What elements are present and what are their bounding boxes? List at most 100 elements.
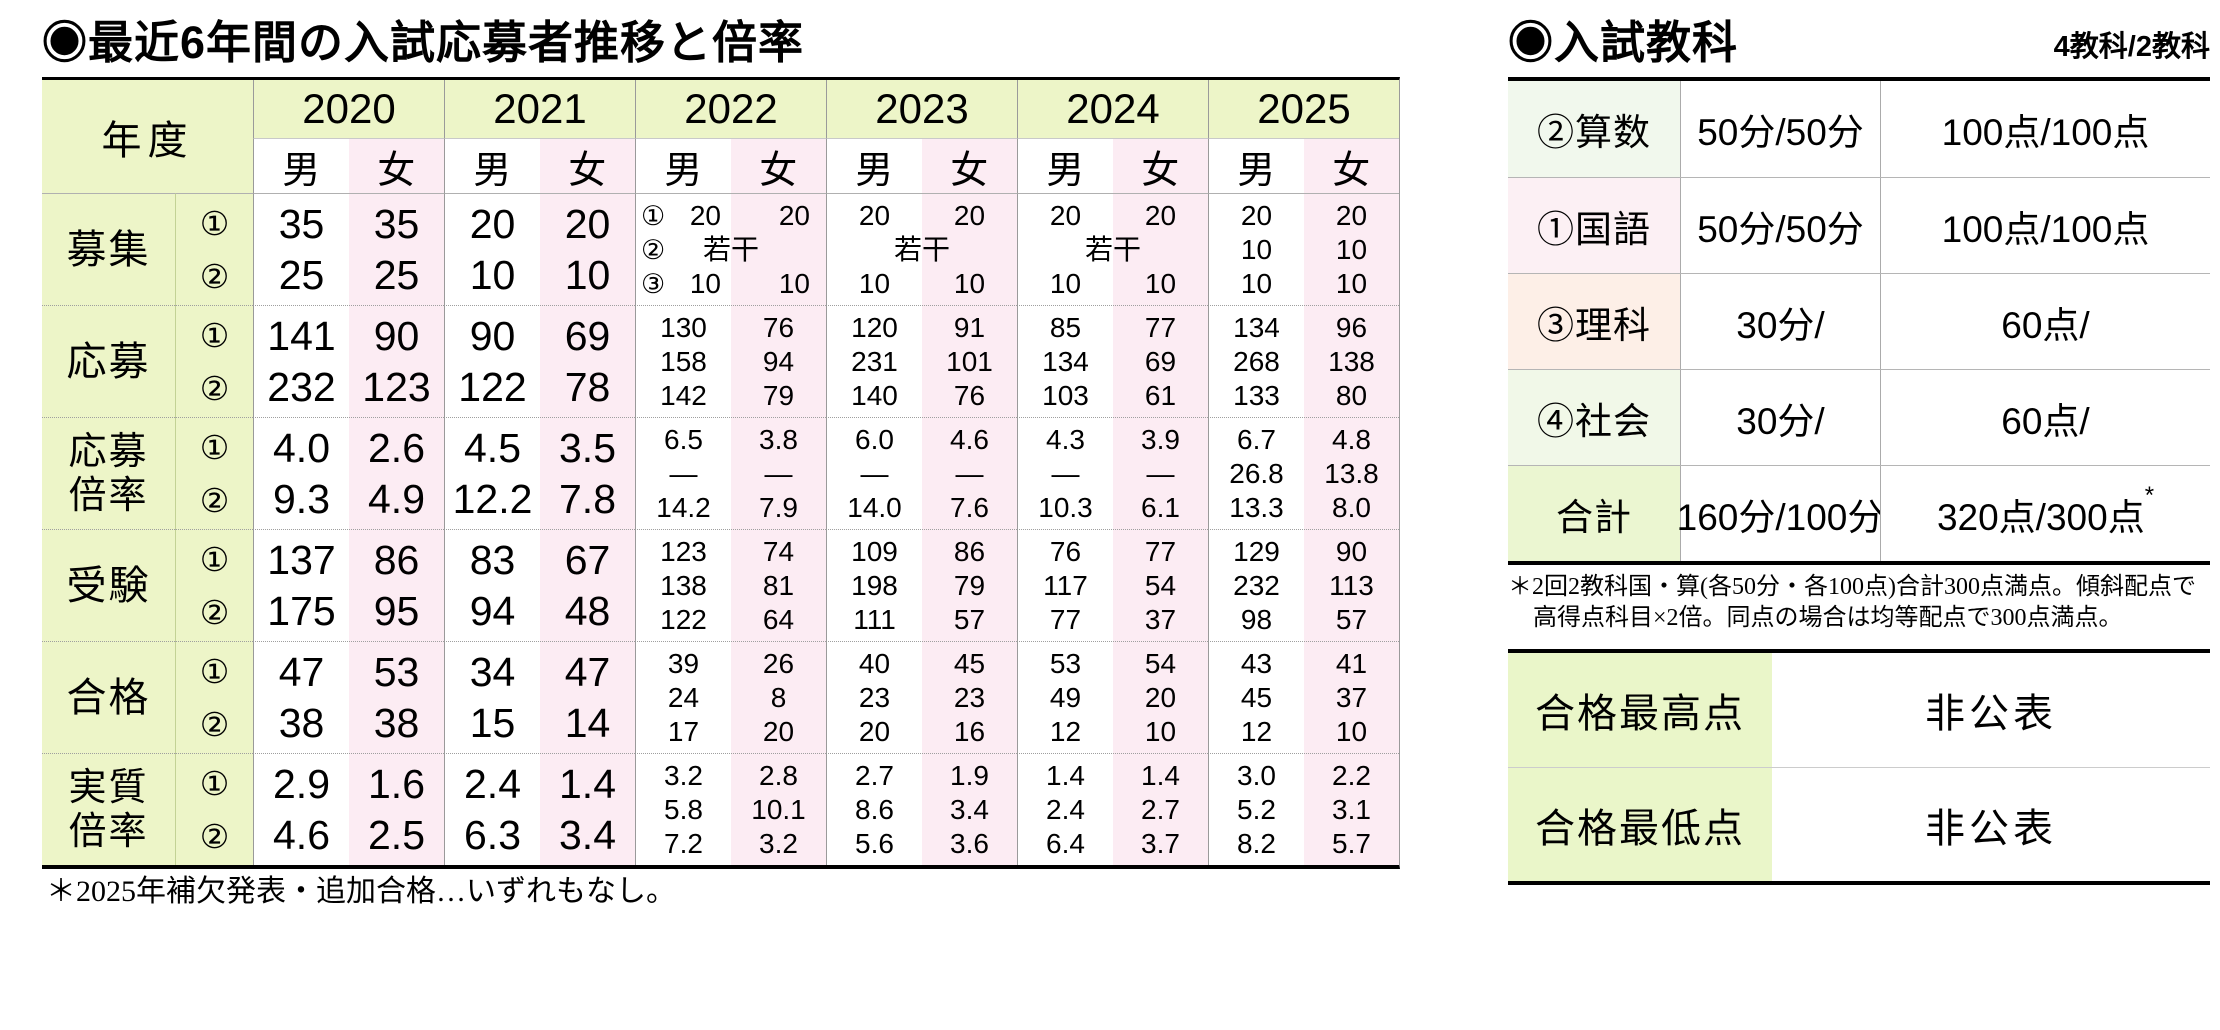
row-label-line: 受験 bbox=[66, 563, 151, 608]
male-header: 男 bbox=[253, 138, 349, 193]
female-value: 76 bbox=[762, 311, 795, 343]
data-cell: 20 20 若干 10 10 bbox=[826, 193, 1017, 305]
male-value: 133 bbox=[1233, 379, 1280, 411]
female-value: 45 bbox=[953, 647, 986, 679]
female-value: 20 bbox=[564, 200, 611, 247]
female-value: 2.6 bbox=[368, 424, 425, 471]
male-value: 83 bbox=[469, 536, 516, 583]
male-value: 4.3 bbox=[1046, 423, 1085, 455]
male-value: 268 bbox=[1233, 345, 1280, 377]
female-header: 女 bbox=[1303, 138, 1399, 193]
male-value: 85 bbox=[1049, 311, 1082, 343]
female-value: 37 bbox=[1144, 603, 1177, 635]
female-value: 8.0 bbox=[1332, 491, 1371, 523]
male-value: 137 bbox=[267, 536, 336, 583]
female-value: 48 bbox=[564, 587, 611, 634]
value-line: 34 47 bbox=[445, 647, 635, 698]
female-value: 10 bbox=[778, 267, 810, 299]
male-value: 76 bbox=[1049, 535, 1082, 567]
male-value: 129 bbox=[1233, 535, 1280, 567]
male-value: 14.2 bbox=[656, 491, 711, 523]
value-line: 111 57 bbox=[827, 603, 1017, 637]
data-cell: 141 90 232 123 bbox=[253, 305, 444, 417]
value-line: 141 90 bbox=[254, 311, 444, 362]
male-header: 男 bbox=[444, 138, 540, 193]
value-line: 12 10 bbox=[1209, 715, 1399, 749]
value-line: 35 35 bbox=[254, 199, 444, 250]
male-value: 9.3 bbox=[273, 475, 330, 522]
male-value: 5.8 bbox=[664, 793, 703, 825]
cell-lines: 20 20 若干 10 10 bbox=[1018, 194, 1208, 305]
female-value: 78 bbox=[564, 363, 611, 410]
cell-lines: 134 96 268 138 133 80 bbox=[1209, 306, 1399, 417]
male-value: 7.2 bbox=[664, 827, 703, 859]
round-number: ② bbox=[199, 817, 230, 855]
value-line: 4.3 3.9 bbox=[1018, 423, 1208, 457]
male-value: 43 bbox=[1240, 647, 1273, 679]
male-value: 10 bbox=[1049, 267, 1082, 299]
male-value: 3.0 bbox=[1237, 759, 1276, 791]
male-value: 6.3 bbox=[464, 811, 521, 858]
female-value: 10 bbox=[1335, 233, 1368, 265]
male-value: 231 bbox=[851, 345, 898, 377]
female-value: 47 bbox=[564, 648, 611, 695]
male-value: 198 bbox=[851, 569, 898, 601]
value-line: — — bbox=[827, 457, 1017, 491]
data-cell: 3.2 2.8 5.8 10.1 7.2 3.2 bbox=[635, 753, 826, 865]
value-line: 3.2 2.8 bbox=[636, 759, 826, 793]
data-cell: 4.0 2.6 9.3 4.9 bbox=[253, 417, 444, 529]
value-line: 6.7 4.8 bbox=[1209, 423, 1399, 457]
female-value: 74 bbox=[762, 535, 795, 567]
value-line: 20 16 bbox=[827, 715, 1017, 749]
male-value: 158 bbox=[660, 345, 707, 377]
subject-points: 100点/100点 bbox=[1880, 178, 2210, 273]
value-line: 6.0 4.6 bbox=[827, 423, 1017, 457]
female-value: 2.5 bbox=[368, 811, 425, 858]
round-number: ② bbox=[641, 234, 666, 265]
value-line: 90 69 bbox=[445, 311, 635, 362]
subjects-table: ②算数 50分/50分 100点/100点 ①国語 50分/50分 100点/1… bbox=[1508, 77, 2210, 565]
cell-lines: 76 77 117 54 77 37 bbox=[1018, 530, 1208, 641]
subject-time: 50分/50分 bbox=[1680, 178, 1880, 273]
data-cell: 120 91 231 101 140 76 bbox=[826, 305, 1017, 417]
data-cell: 76 77 117 54 77 37 bbox=[1017, 529, 1208, 641]
cell-lines: 6.0 4.6— —14.0 7.6 bbox=[827, 418, 1017, 529]
cell-lines: 6.7 4.8 26.8 13.8 13.3 8.0 bbox=[1209, 418, 1399, 529]
cell-lines: 120 91 231 101 140 76 bbox=[827, 306, 1017, 417]
female-value: 10 bbox=[1335, 267, 1368, 299]
value-line: 83 67 bbox=[445, 535, 635, 586]
female-value: 20 bbox=[953, 199, 986, 231]
round-number: ① bbox=[199, 316, 230, 354]
value-line: 6.3 3.4 bbox=[445, 810, 635, 861]
male-value: 98 bbox=[1240, 603, 1273, 635]
value-line: 9.3 4.9 bbox=[254, 474, 444, 525]
male-value: 6.0 bbox=[855, 423, 894, 455]
subjects-corner-label: 4教科/2教科 bbox=[2053, 31, 2210, 63]
admissions-title: ◉最近6年間の入試応募者推移と倍率 bbox=[42, 6, 804, 71]
data-cell: 20 20 10 10 10 10 bbox=[1208, 193, 1399, 305]
value-line: 5.6 3.6 bbox=[827, 827, 1017, 861]
subject-points-text: 320点/300点 bbox=[1936, 496, 2145, 538]
female-value: 61 bbox=[1144, 379, 1177, 411]
value-line: 122 78 bbox=[445, 362, 635, 413]
value-line: 2.7 1.9 bbox=[827, 759, 1017, 793]
cell-lines: 2.4 1.4 6.3 3.4 bbox=[445, 754, 635, 865]
value-line: — — bbox=[636, 457, 826, 491]
round-number: ① bbox=[199, 428, 230, 466]
subject-time: 30分/ bbox=[1680, 370, 1880, 465]
female-value: 20 bbox=[762, 715, 795, 747]
female-value: 6.1 bbox=[1141, 491, 1180, 523]
value-line: 98 57 bbox=[1209, 603, 1399, 637]
female-value: 67 bbox=[564, 536, 611, 583]
female-value: 64 bbox=[762, 603, 795, 635]
male-value: 117 bbox=[1043, 569, 1088, 601]
cell-lines: 83 67 94 48 bbox=[445, 530, 635, 641]
data-cell: 90 69 122 78 bbox=[444, 305, 635, 417]
cell-lines: 4.5 3.5 12.2 7.8 bbox=[445, 418, 635, 529]
row-label-line: 倍率 bbox=[68, 810, 149, 853]
data-cell: 53 54 49 20 12 10 bbox=[1017, 641, 1208, 753]
cell-lines: 2.9 1.6 4.6 2.5 bbox=[254, 754, 444, 865]
value-line: 268 138 bbox=[1209, 345, 1399, 379]
female-value: — bbox=[764, 457, 793, 489]
